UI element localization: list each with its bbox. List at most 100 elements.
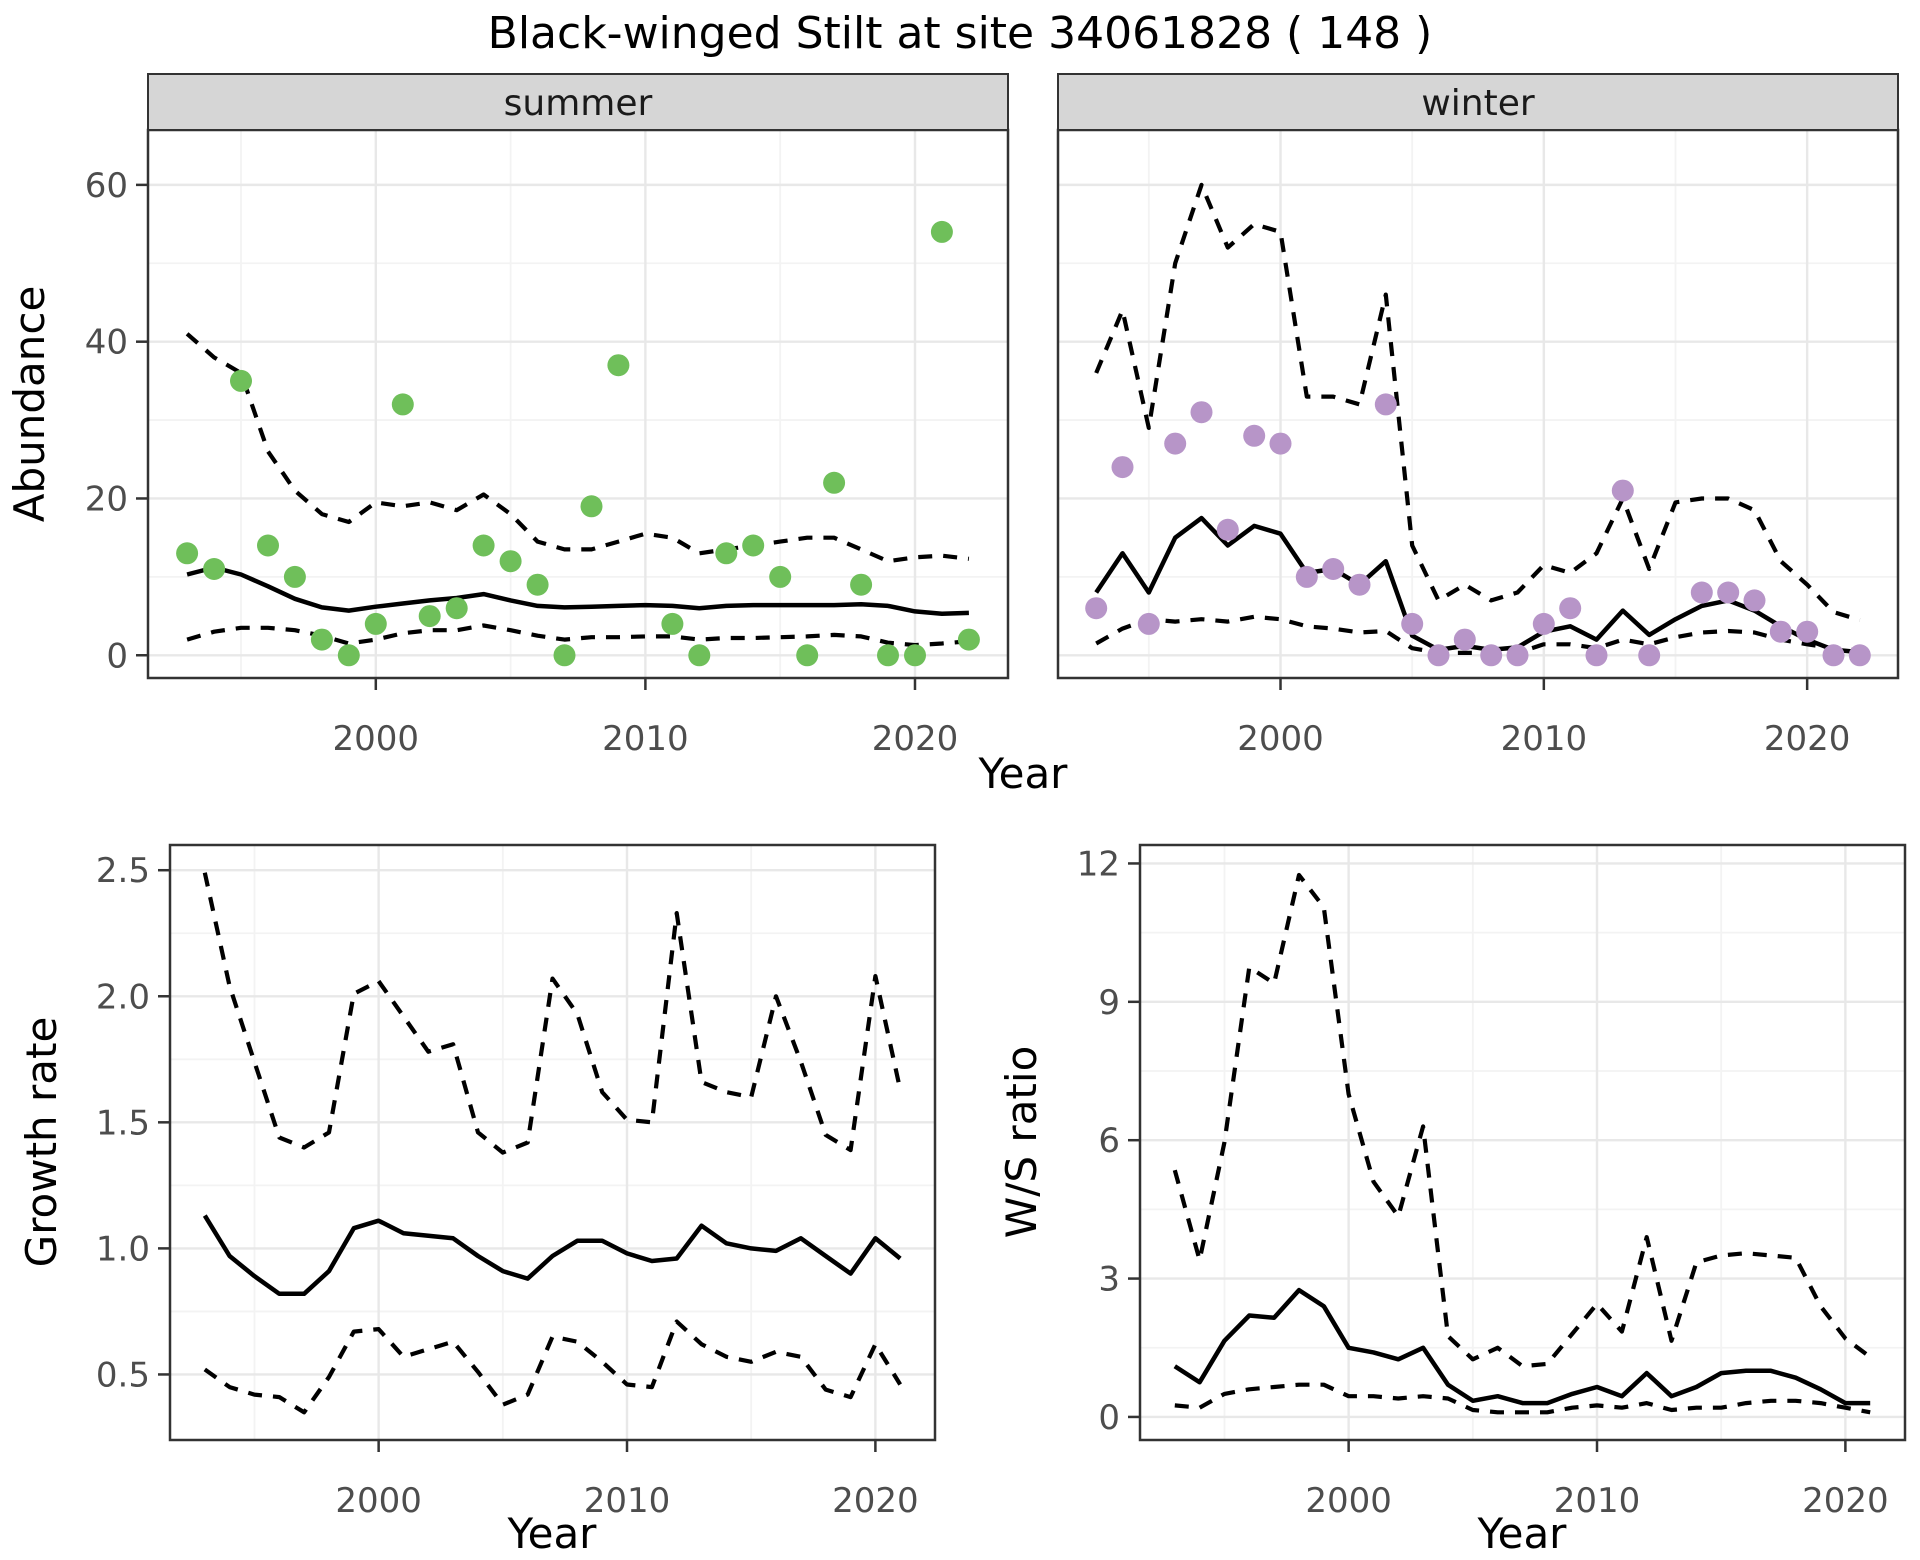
data-point (1559, 597, 1582, 620)
panel-background (1140, 845, 1905, 1440)
data-point (607, 354, 630, 377)
y-tick-label: 2.0 (96, 977, 150, 1017)
data-point (1848, 644, 1871, 667)
data-point (499, 550, 522, 573)
data-point (1427, 644, 1450, 667)
data-point (769, 565, 792, 588)
data-point (1085, 597, 1108, 620)
y-tick-label: 60 (85, 166, 128, 206)
data-point (688, 644, 711, 667)
x-tick-label: 2010 (584, 1481, 671, 1521)
data-point (1295, 565, 1318, 588)
ws-year-axis-title: Year (1477, 1509, 1568, 1558)
facet-strip (1057, 73, 1899, 131)
y-tick-label: 9 (1098, 983, 1120, 1023)
panel-border (1138, 843, 1907, 1442)
y-tick-label: 40 (85, 323, 128, 363)
panel-background (148, 130, 1008, 678)
data-point (257, 534, 279, 557)
data-point (957, 628, 980, 651)
data-point (310, 628, 333, 651)
plot-title: Black-winged Stilt at site 34061828 ( 14… (487, 8, 1433, 59)
y-tick-label: 12 (1077, 844, 1120, 884)
x-tick-label: 2000 (333, 719, 420, 759)
data-point (1164, 432, 1187, 455)
data-point (1638, 644, 1661, 667)
data-point (1322, 558, 1345, 580)
y-tick-label: 2.5 (96, 851, 150, 891)
data-point (526, 573, 549, 596)
facet-strip (147, 73, 1009, 131)
data-point (445, 597, 468, 620)
data-point (1269, 432, 1292, 455)
lower-ci-line (1095, 614, 1860, 656)
x-tick-label: 2010 (1501, 719, 1588, 759)
y-tick-label: 20 (85, 479, 128, 519)
data-point (472, 534, 495, 557)
data-point (1401, 612, 1424, 635)
data-point (580, 495, 603, 518)
data-point (364, 612, 387, 635)
data-point (283, 565, 306, 588)
growth-axis-title: Growth rate (17, 1017, 66, 1268)
x-tick-label: 2020 (872, 719, 959, 759)
x-tick-label: 2020 (1764, 719, 1851, 759)
y-tick-label: 0.5 (96, 1355, 150, 1395)
y-tick-label: 1.5 (96, 1103, 150, 1143)
upper-ci-line (1094, 182, 1861, 623)
data-point (904, 644, 926, 667)
x-tick-label: 2010 (1554, 1481, 1641, 1521)
data-point (1243, 424, 1266, 447)
growth-year-axis-title: Year (507, 1509, 598, 1558)
data-point (553, 644, 576, 667)
data-point (1690, 581, 1713, 604)
upper-ci-line (1172, 872, 1872, 1369)
model-fit-line (202, 1214, 902, 1297)
data-point (1769, 620, 1792, 643)
data-point (1743, 589, 1766, 612)
top-year-axis-title: Year (978, 749, 1069, 798)
upper-ci-line (185, 332, 970, 564)
data-point (1506, 644, 1529, 667)
data-point (823, 471, 846, 494)
x-tick-label: 2020 (832, 1481, 919, 1521)
panel-background (170, 845, 935, 1440)
x-tick-label: 2020 (1802, 1481, 1889, 1521)
data-point (661, 612, 684, 635)
x-tick-label: 2000 (1237, 719, 1324, 759)
data-point (877, 644, 899, 667)
y-tick-label: 0 (106, 636, 128, 676)
data-point (1532, 612, 1555, 635)
y-tick-label: 0 (1098, 1398, 1120, 1438)
data-point (1190, 401, 1213, 424)
facet-strip-label: summer (504, 83, 653, 124)
data-point (1611, 479, 1634, 502)
panel-background (1058, 130, 1898, 678)
y-tick-label: 1.0 (96, 1229, 150, 1269)
data-point (1822, 644, 1845, 667)
data-point (1453, 628, 1476, 651)
y-tick-label: 6 (1098, 1121, 1120, 1161)
data-point (796, 644, 819, 667)
model-fit-line (1173, 1287, 1871, 1406)
data-point (203, 558, 226, 580)
ws-ratio-axis-title: W/S ratio (997, 1046, 1046, 1239)
facet-strip-label: winter (1421, 83, 1535, 124)
data-point (1480, 644, 1503, 667)
data-point (742, 534, 765, 557)
y-tick-label: 3 (1098, 1260, 1120, 1300)
x-tick-label: 2000 (335, 1481, 422, 1521)
abundance-axis-title: Abundance (5, 286, 54, 523)
data-point (1374, 393, 1397, 416)
data-point (230, 369, 252, 392)
x-tick-label: 2000 (1305, 1481, 1392, 1521)
x-tick-label: 2010 (602, 719, 689, 759)
data-point (337, 644, 360, 667)
data-point (715, 542, 738, 565)
data-point (1796, 620, 1819, 643)
data-point (1137, 612, 1160, 635)
data-point (391, 393, 414, 416)
data-point (930, 220, 953, 243)
